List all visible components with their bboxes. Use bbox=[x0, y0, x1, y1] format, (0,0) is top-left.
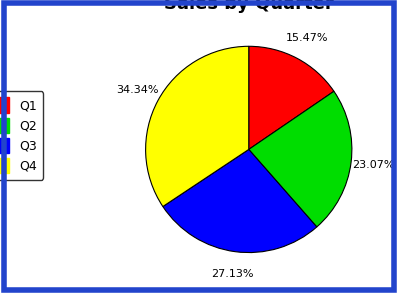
Wedge shape bbox=[249, 91, 352, 227]
Text: 15.47%: 15.47% bbox=[286, 33, 329, 43]
Title: Sales by Quarter: Sales by Quarter bbox=[164, 0, 334, 13]
Text: 27.13%: 27.13% bbox=[211, 269, 254, 279]
Wedge shape bbox=[146, 46, 249, 207]
Legend: Q1, Q2, Q3, Q4: Q1, Q2, Q3, Q4 bbox=[0, 91, 43, 180]
Wedge shape bbox=[163, 149, 317, 253]
Wedge shape bbox=[249, 46, 334, 149]
Text: 34.34%: 34.34% bbox=[117, 85, 159, 95]
Text: 23.07%: 23.07% bbox=[352, 160, 395, 170]
